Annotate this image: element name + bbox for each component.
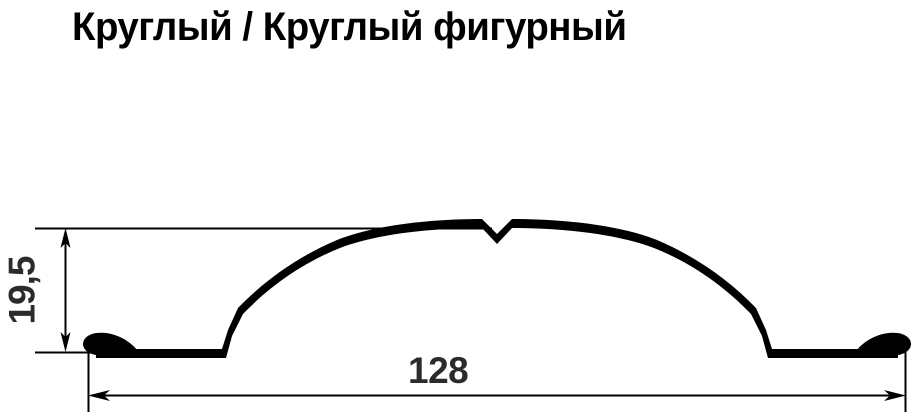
arrowhead-down-icon (60, 332, 71, 352)
profile-outline (83, 219, 911, 358)
dimension-label-width: 128 (408, 350, 469, 391)
dimension-label-height: 19,5 (1, 256, 43, 325)
arrowhead-up-icon (60, 228, 71, 248)
right-edge-lip (856, 332, 911, 357)
page-title: Круглый / Круглый фигурный (72, 5, 627, 49)
arrowhead-right-icon (884, 390, 906, 401)
arrowhead-left-icon (88, 390, 110, 401)
profile-body (96, 219, 898, 358)
